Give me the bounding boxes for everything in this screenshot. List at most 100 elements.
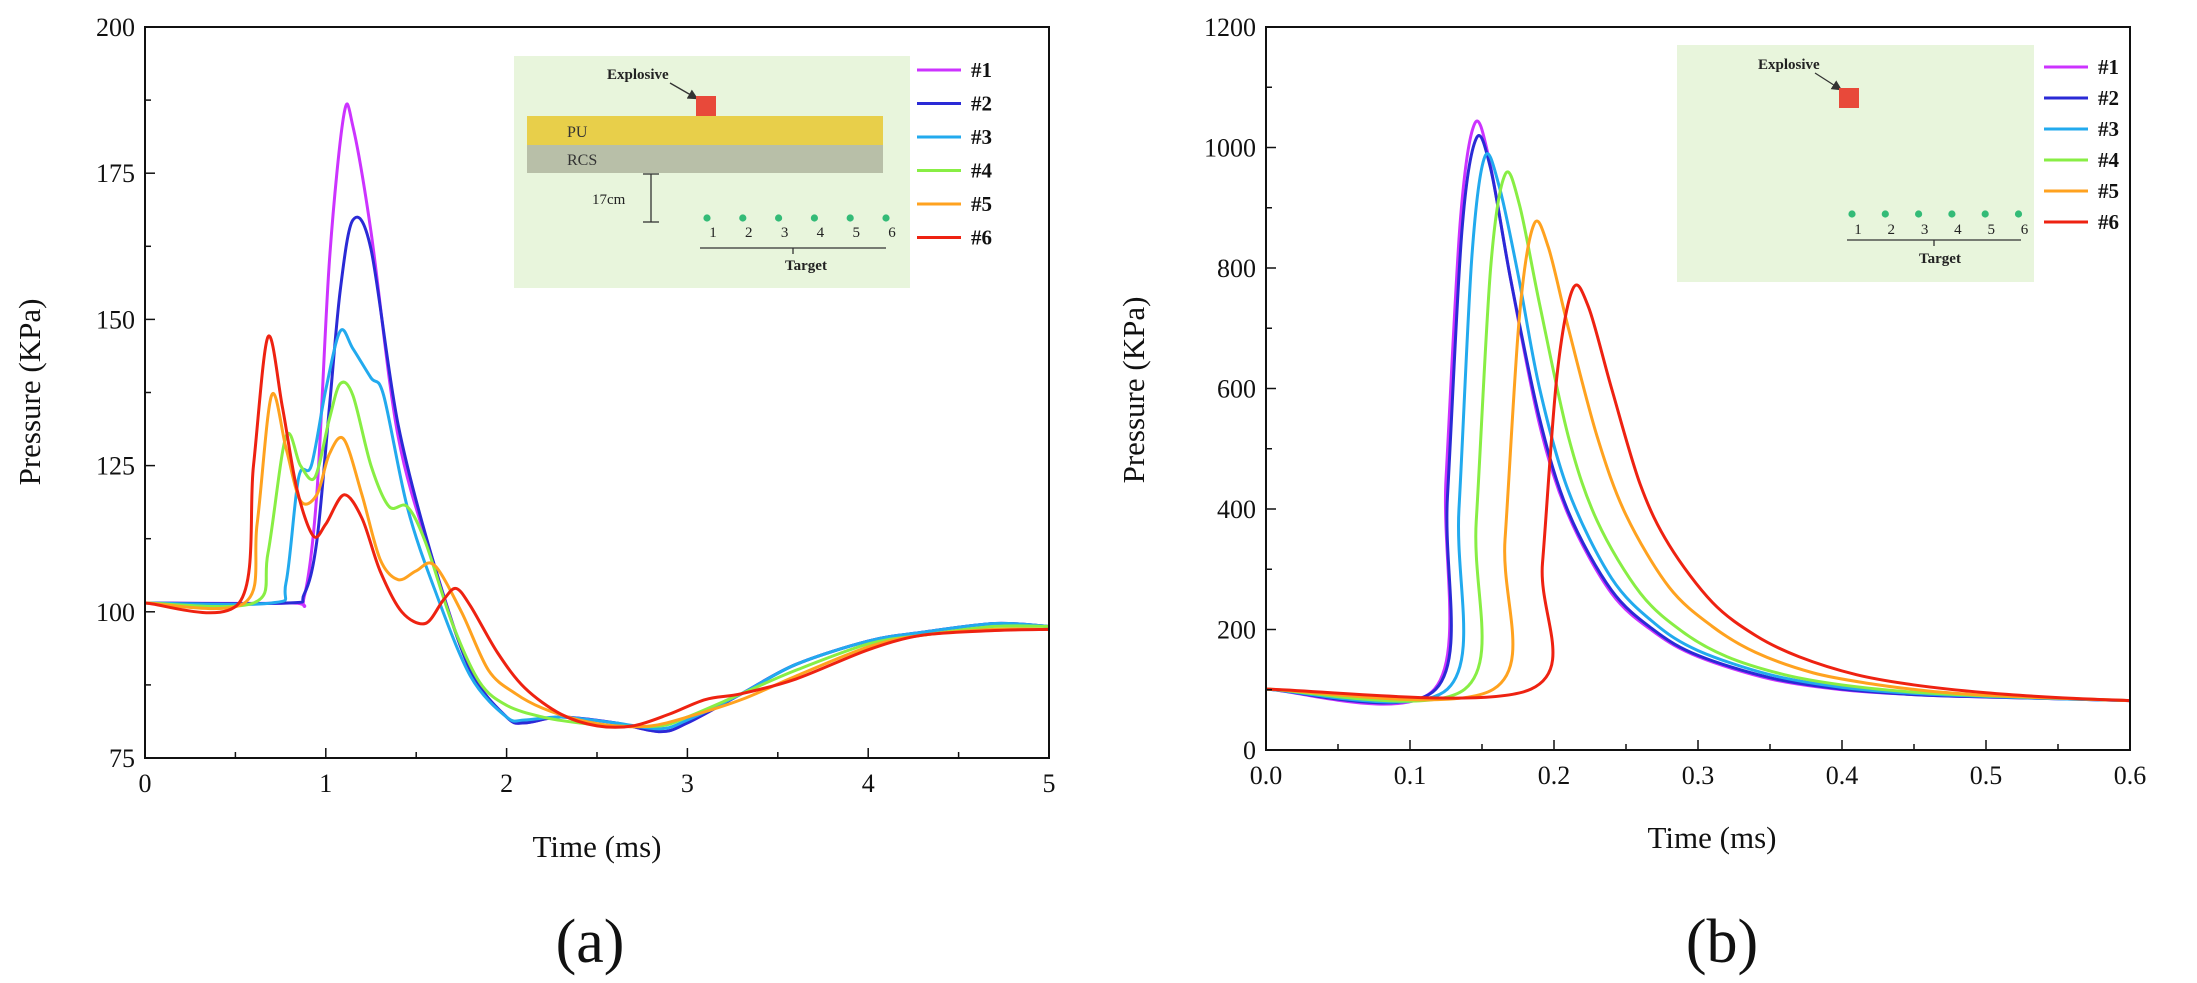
y-tick-label: 150 (96, 305, 135, 334)
inset-b-explosive-label: Explosive (1758, 57, 1820, 73)
legend-label-3: #3 (971, 125, 992, 149)
inset-target-dot (1881, 210, 1889, 218)
series-line-5 (1266, 219, 2130, 703)
series-line-5 (145, 391, 1049, 729)
inset-b-explosive-arrow (1814, 72, 1843, 91)
plot-a-lines (145, 102, 1049, 734)
x-axis-title-b: Time (ms) (1648, 820, 1777, 855)
inset-a-rcs-label: RCS (567, 152, 597, 169)
inset-target-number: 1 (1854, 222, 1862, 238)
y-tick-label: 0 (1243, 736, 1256, 765)
inset-target-number: 6 (888, 225, 896, 241)
series-line-4 (1266, 170, 2130, 703)
inset-target-number: 5 (852, 225, 860, 241)
x-tick-label: 0.6 (2114, 761, 2147, 790)
inset-target-number: 4 (817, 225, 825, 241)
panel-label-a: (a) (556, 908, 625, 976)
inset-target-dot (739, 214, 747, 222)
legend-label-4: #4 (971, 159, 993, 183)
x-tick-label: 0.3 (1682, 761, 1715, 790)
x-axis-title-a: Time (ms) (533, 829, 662, 864)
y-tick-label: 1200 (1204, 13, 1256, 42)
x-tick-label: 0.5 (1970, 761, 2003, 790)
y-tick-label: 100 (96, 598, 135, 627)
y-axis-title-b: Pressure (KPa) (1116, 297, 1151, 484)
inset-target-number: 2 (745, 225, 753, 241)
inset-b-background (1677, 45, 2034, 282)
inset-a-pu-layer (527, 116, 883, 145)
x-tick-label: 1 (319, 769, 332, 798)
inset-target-number: 5 (1987, 222, 1995, 238)
inset-a-explosive-charge (696, 96, 716, 116)
legend-label-6: #6 (971, 226, 992, 250)
y-tick-label: 400 (1217, 495, 1256, 524)
x-tick-label: 0.1 (1394, 761, 1427, 790)
plot-b-yticks: 0 200 400 600 800 1000 1200 (1204, 13, 1276, 765)
inset-b-target-label: Target (1919, 251, 1961, 267)
inset-target-dot (1915, 210, 1923, 218)
inset-target-dot (882, 214, 890, 222)
panel-b: 0.0 0.1 0.2 0.3 0.4 0.5 0.6 0 200 400 600 800 1000 1… (1116, 13, 2146, 976)
legend-label-5: #5 (971, 192, 992, 216)
x-tick-label: 0 (139, 769, 152, 798)
inset-target-number: 1 (709, 225, 717, 241)
x-tick-label: 5 (1043, 769, 1056, 798)
inset-a-explosive-arrow (669, 82, 699, 100)
legend-label-2: #2 (971, 92, 992, 116)
inset-target-number: 6 (2021, 222, 2029, 238)
legend-label-3: #3 (2098, 117, 2119, 141)
inset-b: Explosive 1 2 3 4 5 6 Target (1677, 45, 2034, 282)
x-tick-label: 3 (681, 769, 694, 798)
y-tick-label: 75 (109, 744, 135, 773)
y-tick-label: 800 (1217, 254, 1256, 283)
y-tick-label: 175 (96, 159, 135, 188)
inset-a-explosive-label: Explosive (607, 67, 669, 83)
inset-b-explosive-charge (1839, 88, 1859, 108)
y-tick-label: 600 (1217, 375, 1256, 404)
series-line-3 (145, 328, 1049, 731)
inset-target-dot (810, 214, 819, 222)
x-tick-label: 2 (500, 769, 513, 798)
inset-target-dot (1948, 210, 1956, 218)
plot-a-xticks: 0 1 2 3 4 5 (139, 748, 1056, 798)
inset-target-number: 2 (1888, 222, 1896, 238)
legend-b: #1 #2 #3 #4 #5 #6 (2044, 55, 2120, 234)
x-tick-label: 4 (862, 769, 875, 798)
inset-target-dot (703, 214, 711, 222)
inset-a-rcs-layer (527, 145, 883, 173)
y-axis-title-a: Pressure (KPa) (12, 299, 47, 486)
series-line-6 (145, 334, 1049, 729)
series-line-4 (145, 380, 1049, 729)
inset-target-dot (846, 214, 854, 222)
inset-a-distance-label: 17cm (592, 192, 626, 208)
legend-label-4: #4 (2098, 148, 2120, 172)
legend-label-1: #1 (971, 58, 992, 82)
inset-a-targets: 1 2 3 4 5 6 (703, 214, 896, 241)
legend-label-1: #1 (2098, 55, 2119, 79)
inset-a-target-label: Target (785, 258, 827, 274)
plot-b-lines (1266, 119, 2130, 706)
inset-target-number: 3 (781, 225, 789, 241)
x-tick-label: 0.4 (1826, 761, 1859, 790)
inset-target-number: 4 (1954, 222, 1962, 238)
y-tick-label: 200 (96, 13, 135, 42)
y-tick-label: 1000 (1204, 134, 1256, 163)
inset-target-dot (775, 214, 783, 222)
legend-label-5: #5 (2098, 179, 2119, 203)
inset-a: Explosive PU RCS 17cm 1 2 3 4 5 6 Target (514, 56, 910, 288)
x-tick-label: 0.0 (1250, 761, 1283, 790)
legend-label-2: #2 (2098, 86, 2119, 110)
x-tick-label: 0.2 (1538, 761, 1571, 790)
y-tick-label: 125 (96, 452, 135, 481)
inset-target-dot (1848, 210, 1856, 218)
plot-b-xticks: 0.0 0.1 0.2 0.3 0.4 0.5 0.6 (1250, 740, 2147, 790)
legend-a: #1 #2 #3 #4 #5 #6 (917, 58, 993, 250)
inset-target-number: 3 (1921, 222, 1929, 238)
legend-label-6: #6 (2098, 210, 2119, 234)
inset-target-dot (1981, 210, 1989, 218)
series-line-6 (1266, 283, 2130, 703)
y-tick-label: 200 (1217, 616, 1256, 645)
inset-a-pu-label: PU (567, 124, 588, 141)
